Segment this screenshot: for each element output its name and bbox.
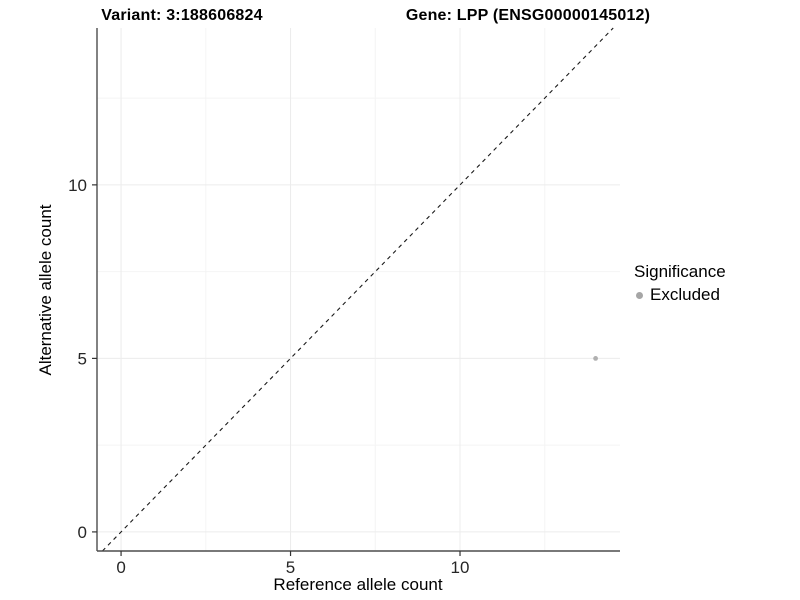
legend-item-excluded: Excluded: [634, 285, 726, 305]
legend: Significance Excluded: [634, 262, 726, 305]
x-tick-label: 10: [451, 558, 470, 577]
legend-point-circle-icon: [636, 291, 643, 299]
y-tick-label: 5: [78, 349, 87, 368]
x-axis-title: Reference allele count: [273, 575, 443, 594]
y-axis-title: Alternative allele count: [36, 204, 55, 376]
gene-title: Gene: LPP (ENSG00000145012): [405, 7, 651, 24]
data-point-excluded: [593, 355, 598, 361]
y-tick-label: 0: [78, 523, 87, 542]
legend-title: Significance: [634, 262, 726, 281]
legend-item-label: Excluded: [650, 285, 720, 304]
x-tick-label: 5: [286, 558, 295, 577]
identity-dashed-line: [102, 27, 614, 552]
x-tick-label: 0: [116, 558, 125, 577]
variant-title: Variant: 3:188606824: [101, 7, 263, 24]
y-tick-label: 10: [68, 176, 87, 195]
